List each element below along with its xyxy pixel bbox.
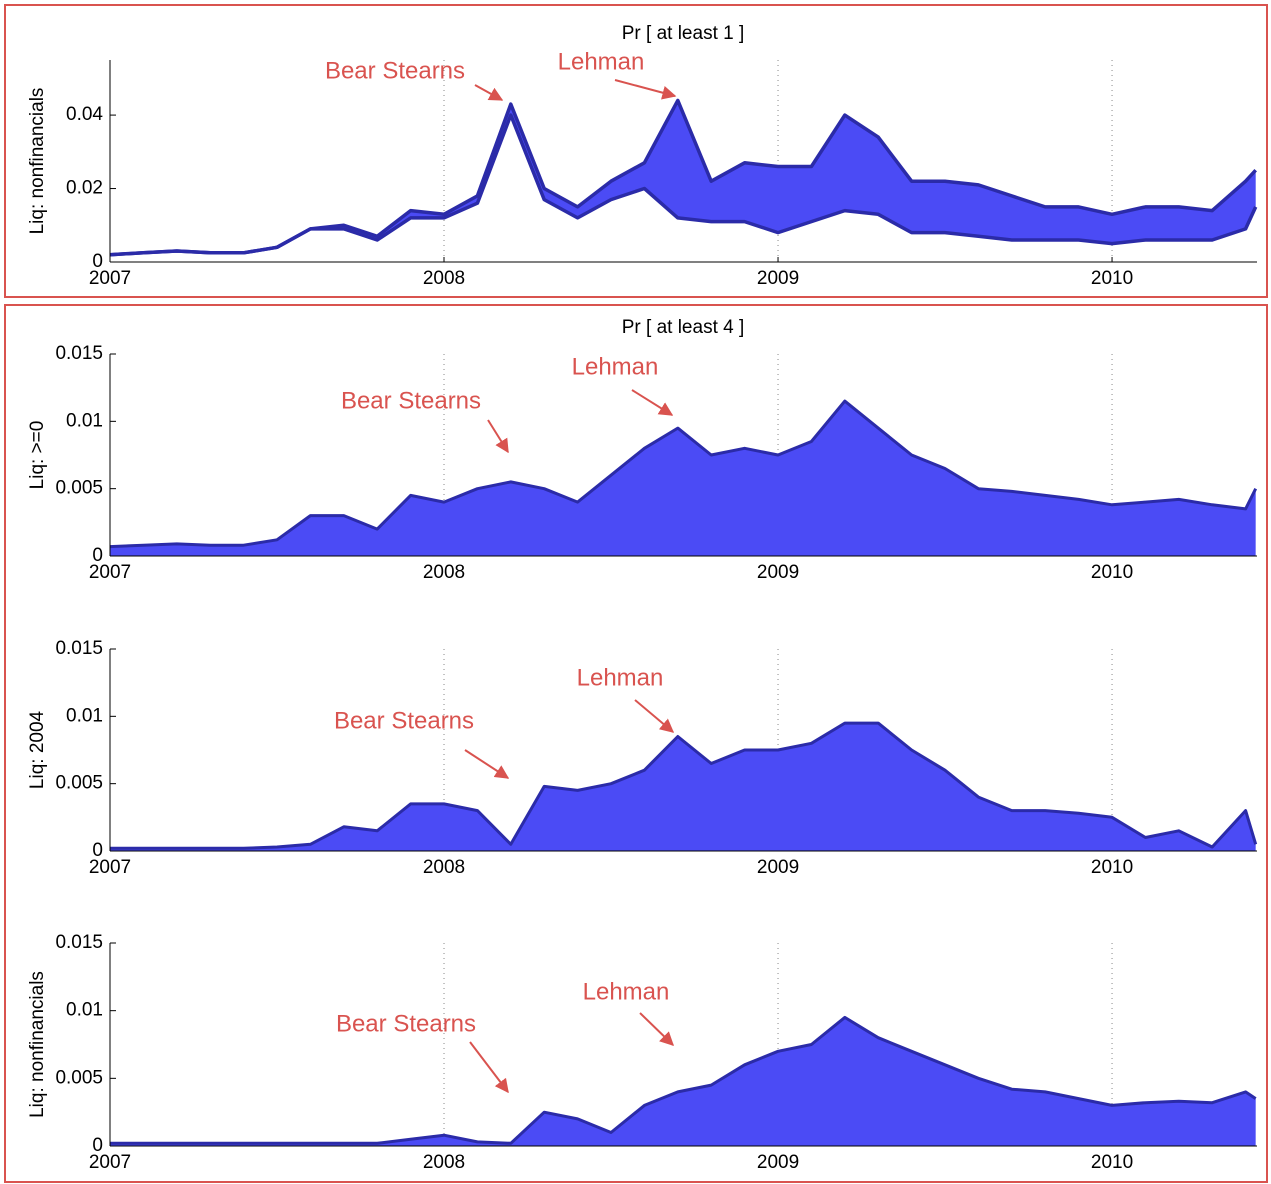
area-edge <box>109 399 1258 549</box>
y-tick-label: 0 <box>92 1135 103 1156</box>
annotation: Lehman <box>583 978 670 1005</box>
annotation: Lehman <box>558 48 645 75</box>
panel-frame <box>4 304 1268 1183</box>
y-axis-label: Liq: >=0 <box>27 421 48 490</box>
x-tick-label: 2010 <box>1091 562 1133 583</box>
annotation: Lehman <box>572 353 659 380</box>
y-tick-label: 0.01 <box>66 1000 103 1021</box>
x-tick-label: 2010 <box>1091 1152 1133 1173</box>
annotation-arrow <box>469 1041 509 1094</box>
annotation: Bear Stearns <box>336 1010 476 1037</box>
y-tick-label: 0.015 <box>55 343 103 364</box>
x-tick-label: 2008 <box>423 1152 465 1173</box>
x-tick-label: 2008 <box>423 268 465 289</box>
y-tick-label: 0.005 <box>55 478 103 499</box>
x-tick-label: 2008 <box>423 562 465 583</box>
annotation: Bear Stearns <box>325 57 465 84</box>
y-tick-label: 0.01 <box>66 705 103 726</box>
annotation-arrow <box>464 749 510 779</box>
y-axis-label: Liq: 2004 <box>27 710 48 789</box>
x-tick-label: 2009 <box>757 268 799 289</box>
annotation-arrow <box>474 84 504 101</box>
x-tick-label: 2008 <box>423 857 465 878</box>
x-tick-label: 2007 <box>89 1152 131 1173</box>
y-axis-label: Liq: nonfinancials <box>27 971 48 1118</box>
x-tick-label: 2009 <box>757 562 799 583</box>
annotation: Lehman <box>577 664 664 691</box>
band-fill <box>110 100 1256 255</box>
annotation-arrow <box>614 79 677 100</box>
annotation-arrow <box>634 699 675 733</box>
y-tick-label: 0 <box>92 840 103 861</box>
y-tick-label: 0.01 <box>66 410 103 431</box>
annotation: Bear Stearns <box>334 707 474 734</box>
x-tick-label: 2007 <box>89 562 131 583</box>
x-tick-label: 2007 <box>89 268 131 289</box>
y-tick-label: 0 <box>92 545 103 566</box>
area-fill <box>110 723 1256 851</box>
chart-title: Pr [ at least 1 ] <box>622 23 745 44</box>
y-tick-label: 0.005 <box>55 773 103 794</box>
y-tick-label: 0.005 <box>55 1067 103 1088</box>
y-tick-label: 0 <box>92 251 103 272</box>
area-fill <box>110 1017 1256 1146</box>
area-fill <box>110 401 1256 556</box>
annotation-arrow <box>487 419 509 454</box>
y-tick-label: 0.04 <box>66 104 103 125</box>
panel-frame <box>4 4 1268 298</box>
x-tick-label: 2009 <box>757 857 799 878</box>
y-tick-label: 0.02 <box>66 178 103 199</box>
y-tick-label: 0.015 <box>55 932 103 953</box>
y-tick-label: 0.015 <box>55 638 103 659</box>
x-tick-label: 2007 <box>89 857 131 878</box>
annotation-arrow <box>631 389 674 416</box>
chart-title: Pr [ at least 4 ] <box>622 317 745 338</box>
x-tick-label: 2009 <box>757 1152 799 1173</box>
x-tick-label: 2010 <box>1091 857 1133 878</box>
area-edge <box>110 1015 1257 1145</box>
x-tick-label: 2010 <box>1091 268 1133 289</box>
band-edge <box>109 113 1258 257</box>
annotation-arrow <box>639 1012 675 1046</box>
annotation: Bear Stearns <box>341 387 481 414</box>
area-edge <box>110 721 1258 850</box>
y-axis-label: Liq: nonfinancials <box>27 88 48 235</box>
